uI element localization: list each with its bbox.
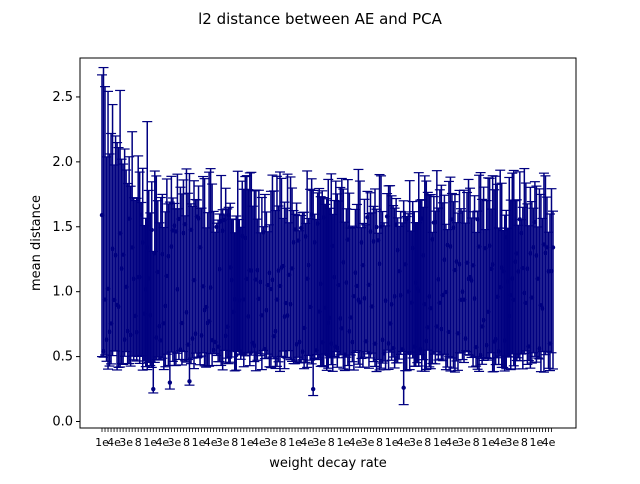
errorbar-point (290, 213, 301, 365)
errorbar-point (525, 186, 536, 369)
errorbar-point (160, 211, 171, 368)
x-axis-label: weight decay rate (269, 456, 387, 471)
errorbar-point (184, 172, 195, 386)
errorbar-point (125, 185, 136, 367)
data-marks (97, 66, 558, 406)
errorbar-point (445, 176, 456, 372)
errorbar-point (128, 197, 139, 361)
data-point (310, 386, 316, 392)
y-tick-label: 1.0 (52, 285, 73, 300)
x-tick-label: 3e (119, 436, 133, 449)
data-point (374, 224, 379, 230)
x-tick-label: 1e (95, 436, 109, 449)
errorbar-point (529, 181, 540, 357)
errorbar-point (468, 211, 479, 368)
errorbar-point (305, 188, 316, 361)
x-tick-label: 1e (530, 436, 544, 449)
errorbar-point (229, 232, 240, 372)
errorbar-point (531, 185, 542, 363)
errorbar-point (348, 226, 359, 371)
x-tick-label: 1e (336, 436, 350, 449)
x-tick-label: 3e (505, 436, 519, 449)
errorbar-point (148, 250, 159, 394)
x-tick-label: 8 (521, 436, 528, 449)
x-tick-label: 8 (231, 436, 238, 449)
data-point (550, 245, 556, 250)
data-point (167, 380, 173, 385)
x-tick-label: 8 (183, 436, 190, 449)
errorbar-point (142, 121, 153, 371)
x-tick-label: 4e (107, 436, 121, 449)
chart-title: l2 distance between AE and PCA (198, 10, 442, 28)
x-tick-label: 1e (481, 436, 495, 449)
x-tick-label: 3e (312, 436, 326, 449)
y-tick-label: 0.0 (52, 415, 73, 430)
x-tick-label: 3e (264, 436, 278, 449)
x-tick-label: 8 (376, 436, 383, 449)
x-tick-label: 1e (385, 436, 399, 449)
x-tick-label: 8 (328, 436, 335, 449)
y-tick-label: 2.0 (52, 155, 73, 170)
x-tick-label: 4e (252, 436, 266, 449)
x-tick-label: 1e (433, 436, 447, 449)
y-tick-label: 0.5 (52, 350, 73, 365)
x-tick-label: 3e (457, 436, 471, 449)
errorbar-point (548, 210, 558, 370)
data-point (151, 386, 156, 392)
x-tick-label: 8 (280, 436, 287, 449)
y-tick-label: 1.5 (52, 220, 73, 235)
errorbar-point (359, 198, 370, 358)
errorbar-point (513, 224, 524, 359)
errorbar-point (546, 188, 557, 354)
y-axis-label: mean distance (29, 195, 44, 291)
x-tick-label: 4e (155, 436, 169, 449)
errorbar-point (164, 201, 175, 390)
data-point (149, 227, 154, 233)
x-tick-label: 4e (493, 436, 507, 449)
y-tick-label: 2.5 (52, 90, 73, 105)
data-point (187, 379, 192, 384)
x-tick-label: 1e (143, 436, 157, 449)
x-tick-label: 4e (542, 436, 556, 449)
x-tick-label: 4e (397, 436, 411, 449)
x-tick-label: 1e (192, 436, 206, 449)
errorbar-point (425, 193, 436, 370)
x-tick-label: 4e (445, 436, 459, 449)
x-tick-label: 1e (288, 436, 302, 449)
x-tick-label: 3e (409, 436, 423, 449)
x-tick-label: 8 (424, 436, 431, 449)
errorbar-point (376, 175, 387, 369)
errorbar-point (370, 188, 381, 367)
x-tick-label: 3e (168, 436, 182, 449)
errorbar-point (308, 189, 319, 397)
x-tick-label: 4e (300, 436, 314, 449)
errorbar-point (326, 173, 337, 366)
data-point (401, 385, 406, 390)
x-tick-label: 4e (349, 436, 363, 449)
errorbar-point (541, 196, 552, 352)
x-tick-label: 4e (204, 436, 218, 449)
y-axis: 0.0 0.5 1.0 1.5 2.0 2.5 (52, 90, 80, 430)
x-tick-label: 8 (135, 436, 142, 449)
x-tick-label: 3e (361, 436, 375, 449)
x-tick-label: 3e (216, 436, 230, 449)
x-tick-label: 1e (240, 436, 254, 449)
x-tick-label: 8 (473, 436, 480, 449)
